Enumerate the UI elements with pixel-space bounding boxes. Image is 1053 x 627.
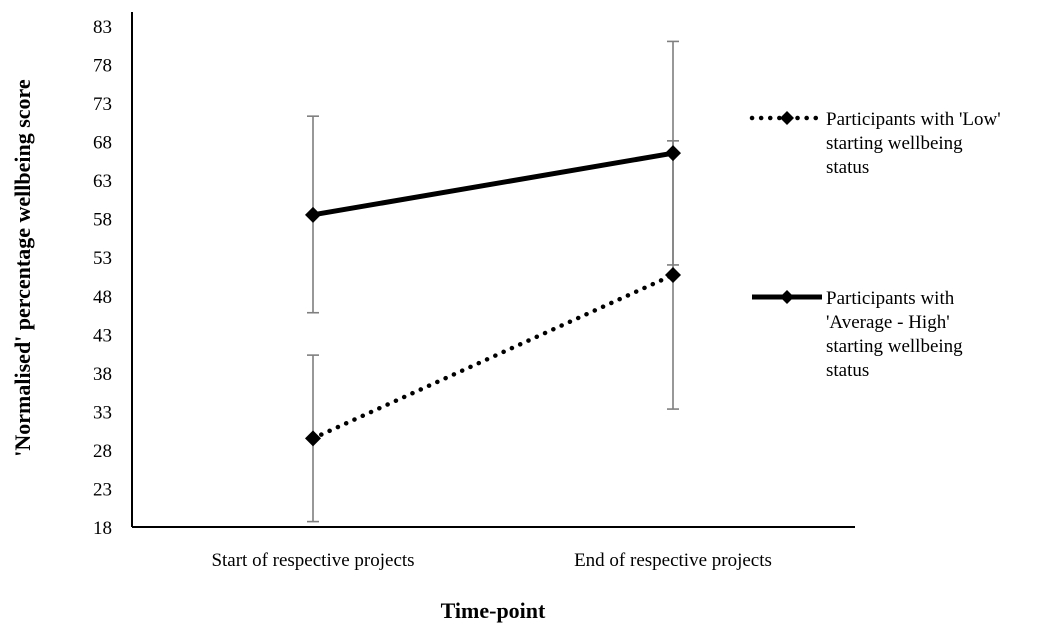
legend-label-line: status <box>826 360 869 381</box>
legend-item-2: Participants with 'Average - High' startin… <box>752 288 963 381</box>
legend: Participants with 'Low' starting wellbein… <box>749 109 1001 381</box>
x-tick-labels: Start of respective projects End of respe… <box>211 550 771 571</box>
y-tick-labels: 18 23 28 33 38 43 48 53 58 63 68 73 78 83 <box>93 17 112 539</box>
y-tick-label: 63 <box>93 171 112 192</box>
data-point-marker <box>665 145 681 162</box>
y-tick-label: 23 <box>93 479 112 500</box>
y-tick-label: 48 <box>93 287 112 308</box>
series-line-2 <box>312 150 674 218</box>
y-tick-label: 73 <box>93 94 112 115</box>
legend-label-line: Participants with <box>826 288 955 309</box>
y-tick-label: 38 <box>93 364 112 385</box>
x-tick-label: End of respective projects <box>574 550 772 571</box>
legend-label-line: starting wellbeing <box>826 336 963 357</box>
y-tick-label: 33 <box>93 402 112 423</box>
x-axis-title: Time-point <box>441 598 546 623</box>
x-tick-label: Start of respective projects <box>211 550 414 571</box>
data-point-marker <box>305 430 321 447</box>
data-point-marker <box>305 206 321 223</box>
series-line-1 <box>310 272 676 441</box>
legend-marker-swatch <box>780 290 794 304</box>
error-bars <box>307 40 679 523</box>
legend-label-line: status <box>826 157 869 178</box>
y-tick-label: 68 <box>93 133 112 154</box>
legend-label-line: starting wellbeing <box>826 133 963 154</box>
y-tick-label: 28 <box>93 441 112 462</box>
legend-item-1: Participants with 'Low' starting wellbein… <box>749 109 1001 178</box>
legend-label-line: 'Average - High' <box>826 312 950 333</box>
y-tick-label: 18 <box>93 518 112 539</box>
legend-marker-swatch <box>780 111 794 125</box>
axes <box>131 12 855 528</box>
y-tick-label: 43 <box>93 325 112 346</box>
y-tick-label: 53 <box>93 248 112 269</box>
series-lines <box>310 150 676 441</box>
legend-label-line: Participants with 'Low' <box>826 109 1001 130</box>
y-axis-title: 'Normalised' percentage wellbeing score <box>10 79 35 457</box>
y-tick-label: 83 <box>93 17 112 38</box>
y-tick-label: 78 <box>93 56 112 77</box>
y-tick-label: 58 <box>93 210 112 231</box>
data-point-marker <box>665 266 681 283</box>
series-markers <box>305 145 681 447</box>
